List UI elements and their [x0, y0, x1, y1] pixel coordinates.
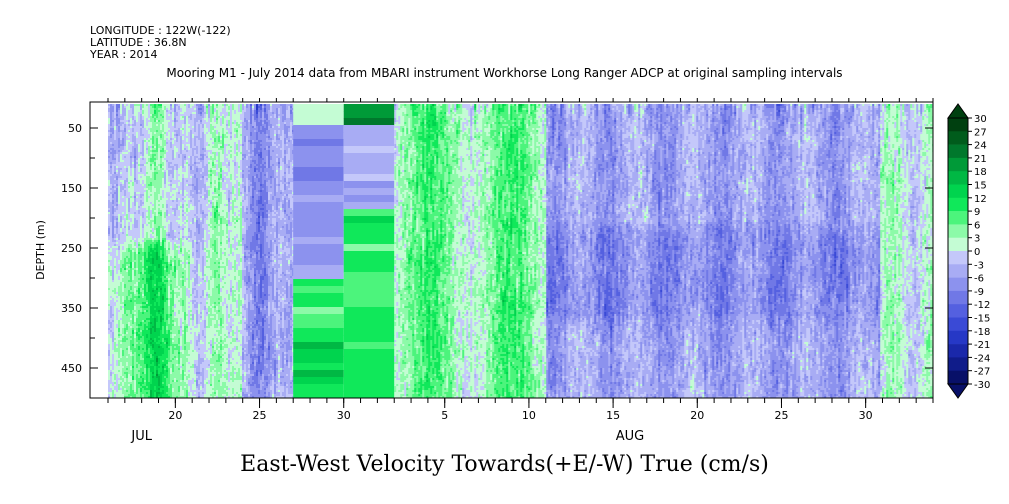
colorbar-label: 21: [974, 154, 987, 165]
x-tick-label: 10: [522, 409, 536, 422]
colorbar-swatch: [948, 157, 968, 172]
x-tick-label: 20: [690, 409, 704, 422]
colorbar-label: 9: [974, 207, 980, 218]
colorbar-label: 30: [974, 114, 987, 125]
colorbar-swatch: [948, 211, 968, 225]
colorbar: 302724211815129630-3-6-9-12-15-18-21-24-…: [947, 103, 990, 399]
heatmap-field: [108, 104, 933, 398]
y-tick-label: 250: [61, 242, 82, 255]
x-tick-label: 25: [253, 409, 267, 422]
colorbar-label: -27: [974, 367, 990, 378]
colorbar-label: 0: [974, 247, 980, 258]
colorbar-swatch: [948, 370, 968, 385]
colorbar-label: 24: [974, 141, 987, 152]
chart-title: Mooring M1 - July 2014 data from MBARI i…: [166, 66, 843, 80]
x-tick-label: 5: [441, 409, 448, 422]
colorbar-label: 15: [974, 181, 987, 192]
colorbar-swatch: [948, 144, 968, 159]
colorbar-label: 27: [974, 127, 987, 138]
colorbar-label: 18: [974, 167, 987, 178]
colorbar-label: 3: [974, 234, 980, 245]
colorbar-swatch: [948, 264, 968, 278]
x-month-label: JUL: [130, 429, 152, 444]
x-tick-label: 20: [168, 409, 182, 422]
x-tick-label: 30: [859, 409, 873, 422]
colorbar-swatch: [948, 131, 968, 145]
colorbar-label: 6: [974, 220, 980, 231]
colorbar-label: -12: [974, 300, 990, 311]
longitude-label: LONGITUDE : 122W(-122): [90, 24, 231, 37]
latitude-label: LATITUDE : 36.8N: [90, 36, 187, 49]
y-tick-label: 50: [68, 122, 82, 135]
colorbar-label: -18: [974, 327, 990, 338]
year-label: YEAR : 2014: [90, 48, 158, 61]
colorbar-swatch: [948, 118, 968, 132]
colorbar-extend-top: [947, 103, 969, 119]
colorbar-label: -3: [974, 260, 984, 271]
colorbar-swatch: [948, 251, 968, 265]
colorbar-label: -6: [974, 274, 984, 285]
colorbar-label: -9: [974, 287, 984, 298]
colorbar-extend-bottom: [947, 383, 969, 399]
colorbar-swatch: [948, 171, 968, 185]
colorbar-swatch: [948, 237, 968, 252]
y-tick-label: 150: [61, 182, 82, 195]
colorbar-swatch: [948, 317, 968, 332]
y-tick-label: 450: [61, 362, 82, 375]
colorbar-swatch: [948, 344, 968, 358]
x-axis-title: East-West Velocity Towards(+E/-W) True (…: [240, 452, 769, 477]
x-tick-label: 30: [337, 409, 351, 422]
colorbar-swatch: [948, 357, 968, 371]
x-tick-label: 25: [774, 409, 788, 422]
colorbar-label: -15: [974, 314, 990, 325]
plot-frame: [89, 101, 934, 399]
x-month-label: AUG: [616, 429, 644, 444]
colorbar-swatch: [948, 184, 968, 199]
colorbar-swatch: [948, 304, 968, 318]
colorbar-label: -21: [974, 340, 990, 351]
colorbar-label: -24: [974, 353, 990, 364]
colorbar-swatch: [948, 277, 968, 292]
colorbar-swatch: [948, 197, 968, 212]
axes: 20 25 30 5 10 15 20 25 30 JUL AUG 50 150 250 350 450: [61, 98, 934, 444]
y-tick-label: 350: [61, 302, 82, 315]
x-tick-label: 15: [606, 409, 620, 422]
colorbar-label: 12: [974, 194, 987, 205]
colorbar-label: -30: [974, 380, 990, 391]
colorbar-swatch: [948, 224, 968, 238]
colorbar-swatch: [948, 290, 968, 305]
y-axis-label: DEPTH (m): [34, 220, 47, 280]
colorbar-swatch: [948, 330, 968, 345]
